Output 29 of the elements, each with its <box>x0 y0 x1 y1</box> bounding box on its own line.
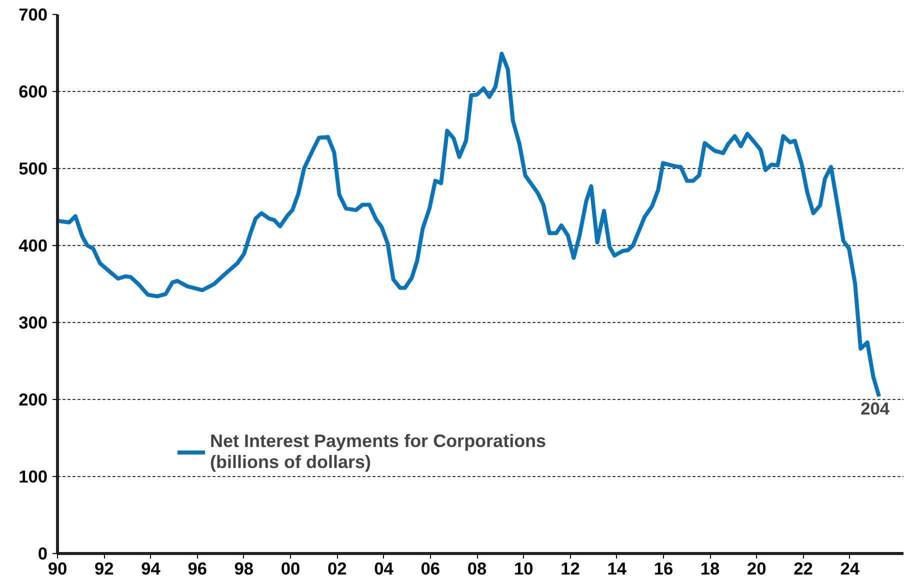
x-tick-label: 96 <box>188 558 208 578</box>
x-tick-label: 92 <box>94 558 114 578</box>
x-tick-label: 08 <box>467 558 488 578</box>
legend-label: Net Interest Payments for Corporations (billions of dollars) <box>210 431 546 473</box>
y-tick-label: 300 <box>18 312 48 332</box>
x-tick-label: 90 <box>48 558 68 578</box>
y-tick-label: 600 <box>18 82 48 102</box>
x-tick-label: 14 <box>607 558 627 578</box>
x-tick-label: 02 <box>328 558 347 578</box>
y-tick-label: 400 <box>18 236 48 256</box>
line-series <box>58 52 882 398</box>
y-tick-label: 200 <box>18 390 48 410</box>
x-tick-label: 24 <box>840 558 860 578</box>
x-tick-label: 94 <box>141 558 161 578</box>
x-tick-label: 12 <box>560 558 580 578</box>
x-tick-label: 18 <box>700 558 720 578</box>
x-tick-label: 22 <box>794 558 813 578</box>
annotation: 204 <box>860 398 890 418</box>
x-tick-label: 20 <box>747 558 766 578</box>
y-tick-label: 100 <box>18 466 48 486</box>
x-tick-label: 04 <box>374 558 394 578</box>
x-tick-label: 98 <box>234 558 254 578</box>
x-tick-label: 10 <box>514 558 534 578</box>
x-tick-label: 00 <box>280 558 300 578</box>
y-tick-label: 700 <box>18 4 48 24</box>
x-tick-label: 16 <box>654 558 674 578</box>
y-tick-label: 0 <box>38 544 48 564</box>
x-tick-label: 06 <box>420 558 440 578</box>
y-tick-label: 500 <box>18 158 48 178</box>
